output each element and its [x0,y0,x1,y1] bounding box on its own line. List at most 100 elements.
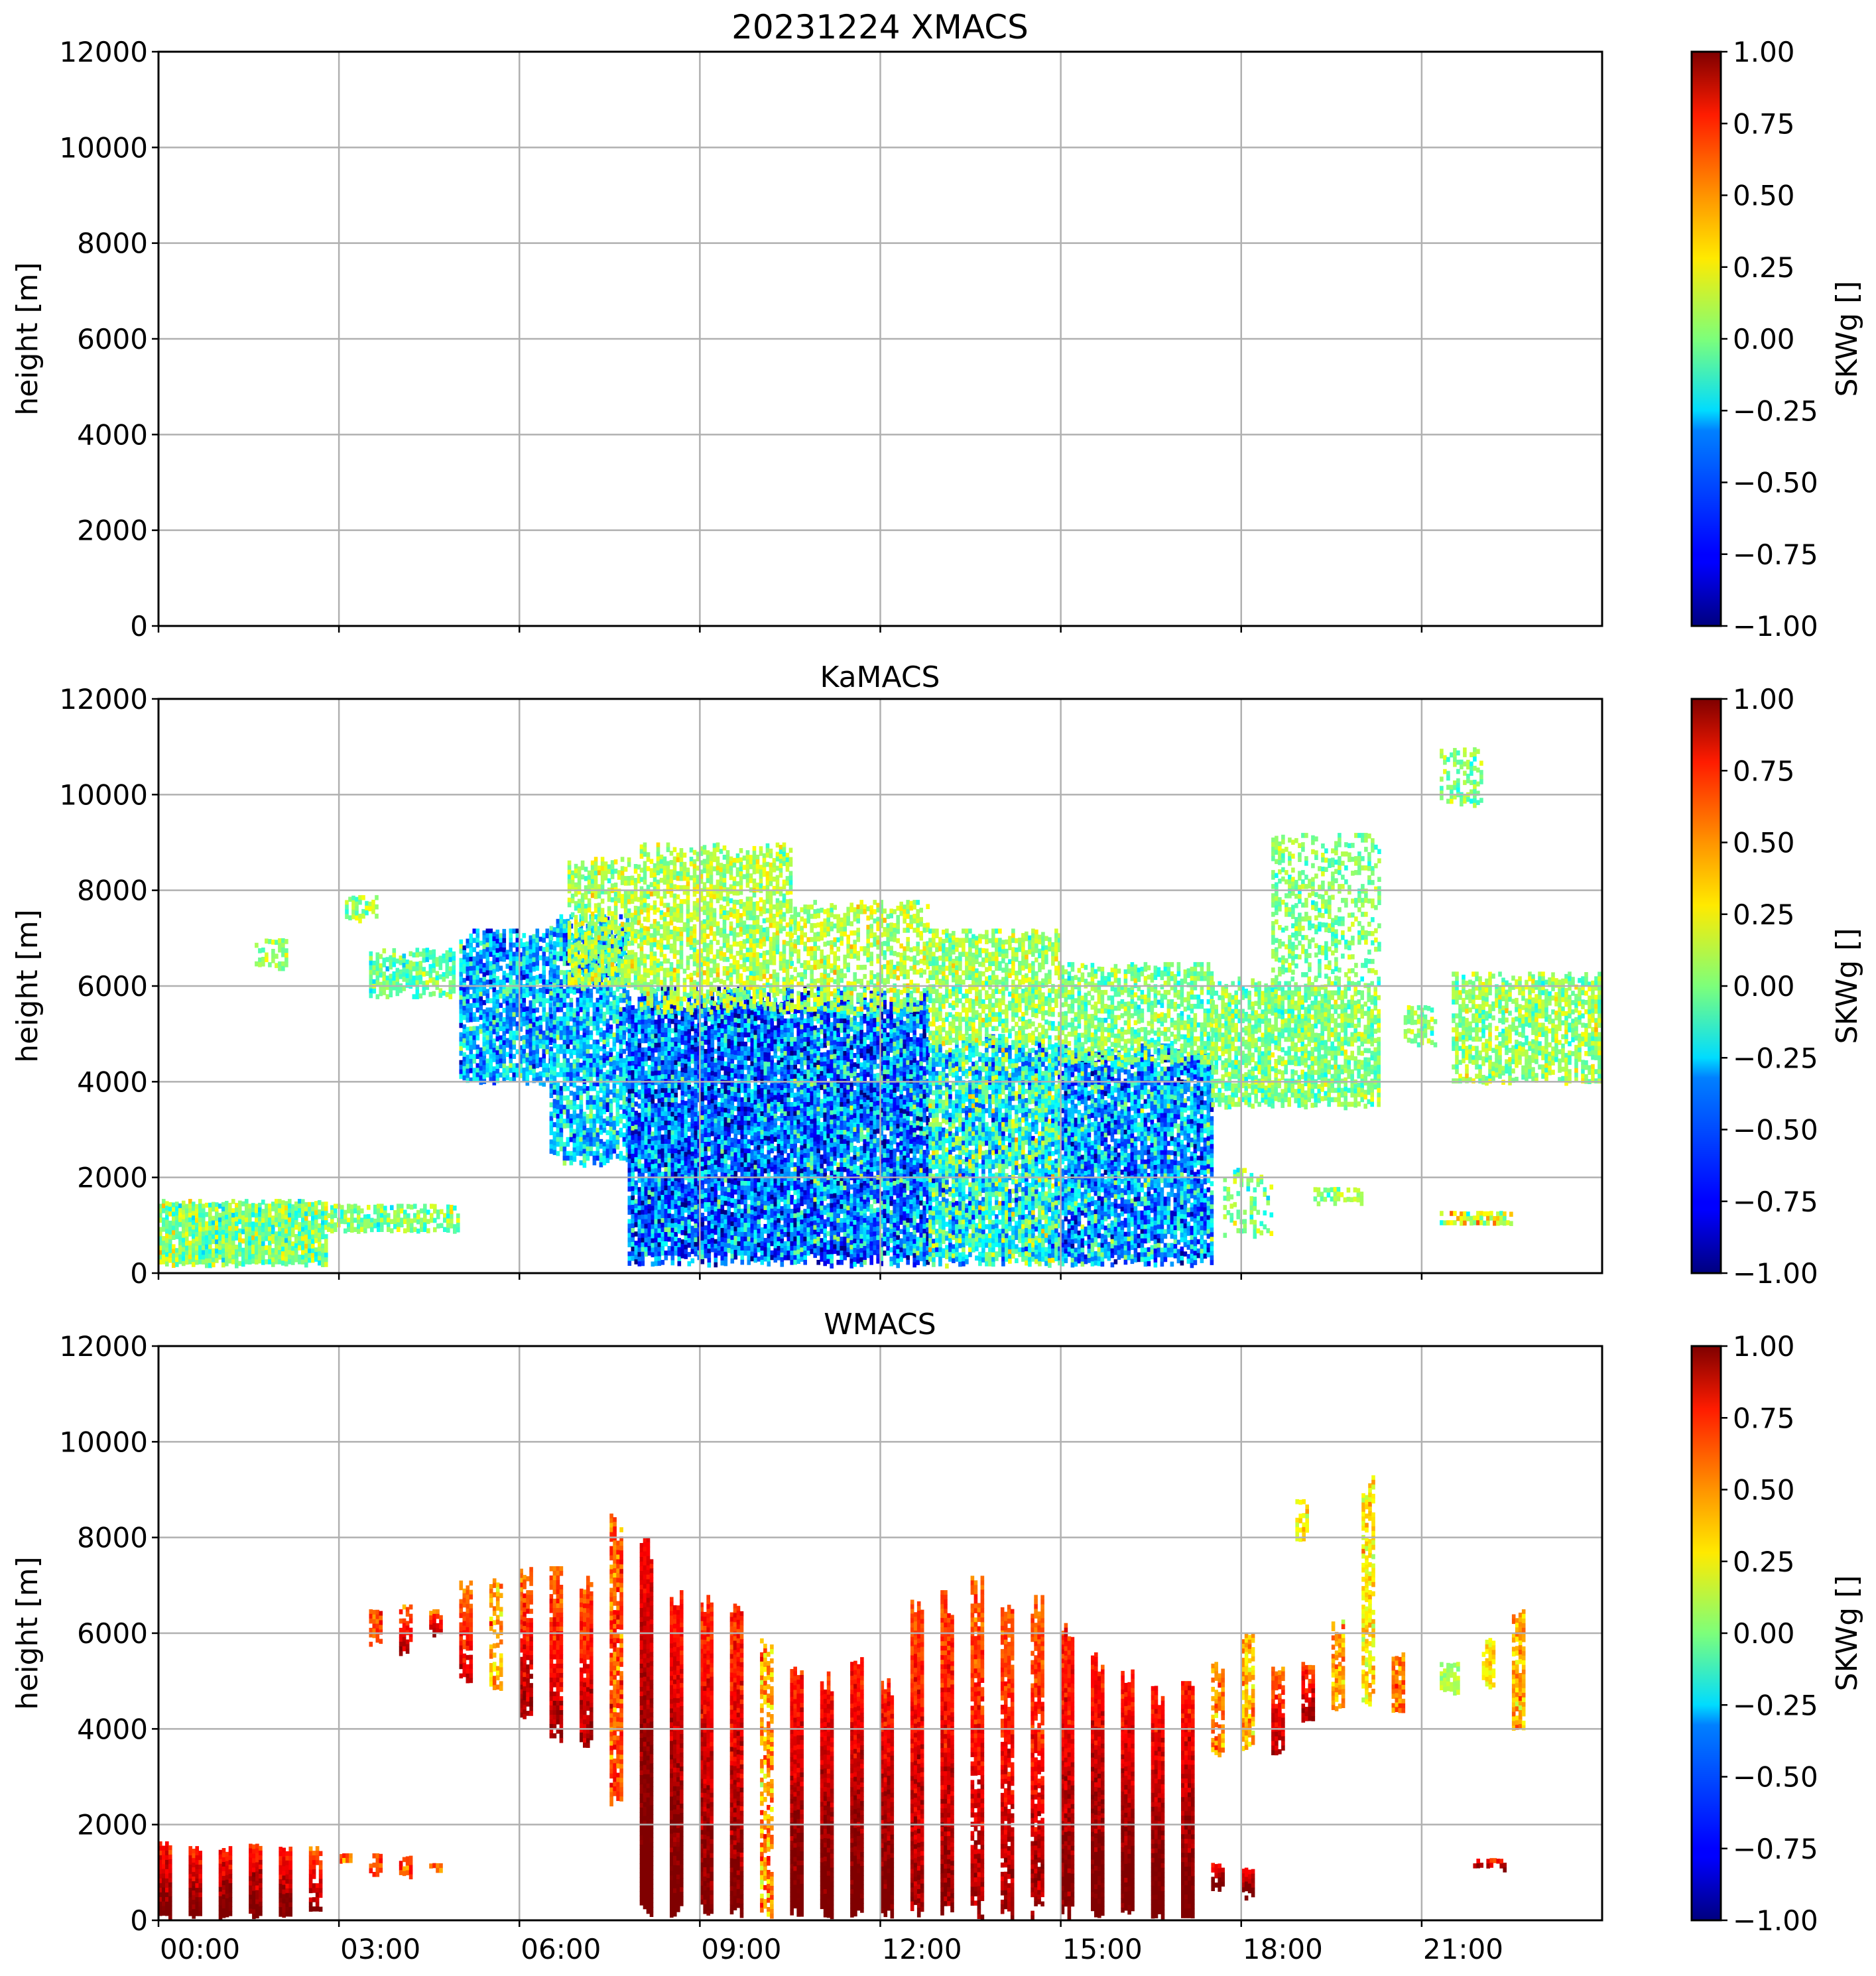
echo-cell [707,1035,712,1040]
echo-cell [680,1179,685,1184]
echo-cell [278,1199,282,1204]
echo-cell [512,1054,517,1059]
echo-cell [418,965,423,971]
echo-cell [609,1048,613,1053]
echo-cell [192,1220,196,1225]
echo-cell [482,954,487,959]
echo-cell [495,1068,500,1074]
echo-cell [475,1077,480,1082]
echo-cell [552,1136,557,1141]
echo-cell [677,1144,682,1150]
echo-cell [275,1204,279,1209]
echo-feature [345,895,379,924]
echo-cell [492,955,497,960]
echo-cell [469,956,473,962]
echo-cell [670,1088,675,1094]
echo-cell [586,1142,590,1147]
echo-cell [415,989,420,995]
echo-cell [641,1196,645,1202]
echo-cell [660,1135,665,1140]
echo-cell [619,1011,623,1017]
echo-cell [700,1054,705,1060]
echo-cell [519,975,523,981]
echo-cell [519,1068,523,1074]
echo-cell [631,1019,635,1024]
echo-cell [576,1002,580,1007]
echo-cell [660,1209,665,1214]
echo-cell [720,1135,725,1141]
echo-cell [710,1112,715,1118]
echo-cell [205,1211,209,1217]
echo-cell [609,1108,613,1113]
echo-cell [268,962,272,967]
echo-cell [519,1045,523,1050]
echo-cell [291,1255,295,1261]
echo-cell [627,1168,632,1173]
echo-cell [644,1061,649,1067]
echo-cell [208,1207,212,1213]
echo-cell [205,1235,209,1241]
echo-cell [623,867,628,872]
echo-cell [710,1019,715,1025]
echo-cell [525,1011,530,1017]
echo-cell [413,1227,417,1232]
echo-cell [572,1078,577,1083]
echo-cell [641,1056,645,1062]
echo-cell [684,1152,688,1157]
echo-cell [690,1086,695,1092]
echo-cell [619,1155,623,1161]
echo-cell [538,955,543,961]
echo-cell [275,1217,279,1223]
echo-cell [567,925,572,931]
echo-cell [584,867,588,872]
echo-cell [218,1227,222,1232]
echo-cell [670,1019,675,1024]
echo-cell [370,1222,374,1228]
echo-cell [590,883,595,889]
echo-cell [717,986,721,991]
echo-cell [600,908,605,913]
echo-cell [525,973,530,979]
echo-cell [631,1126,635,1131]
echo-cell [644,1177,649,1183]
echo-cell [690,1123,695,1129]
echo-cell [579,993,584,999]
echo-cell [355,906,359,912]
echo-cell [694,1015,698,1020]
echo-cell [221,1257,225,1263]
echo-cell [586,1105,590,1110]
echo-cell [271,958,275,963]
echo-cell [637,1224,642,1229]
echo-cell [660,1070,665,1075]
echo-cell [617,981,621,987]
echo-cell [627,959,631,965]
echo-cell [402,977,406,982]
echo-cell [579,1137,584,1142]
echo-cell [579,1016,584,1022]
echo-cell [298,1204,302,1209]
echo-cell [453,1224,457,1229]
echo-cell [221,1243,225,1249]
echo-cell [572,1064,577,1070]
echo-cell [647,1037,652,1042]
echo-cell [475,1003,480,1008]
echo-cell [613,920,618,925]
echo-cell [602,1150,607,1156]
echo-cell [188,1213,192,1218]
echo-cell [318,1255,322,1261]
echo-cell [577,875,582,881]
echo-cell [318,1241,322,1247]
echo-cell [710,1131,715,1137]
echo-cell [492,950,497,956]
echo-cell [605,1153,610,1158]
echo-cell [580,906,585,912]
echo-cell [255,1231,259,1237]
echo-cell [707,1095,712,1101]
echo-cell [720,1074,725,1080]
echo-cell [556,1020,560,1026]
echo-cell [399,988,403,993]
echo-cell [459,957,464,963]
echo-cell [572,1022,577,1028]
echo-cell [619,1067,623,1073]
echo-cell [641,1256,645,1262]
